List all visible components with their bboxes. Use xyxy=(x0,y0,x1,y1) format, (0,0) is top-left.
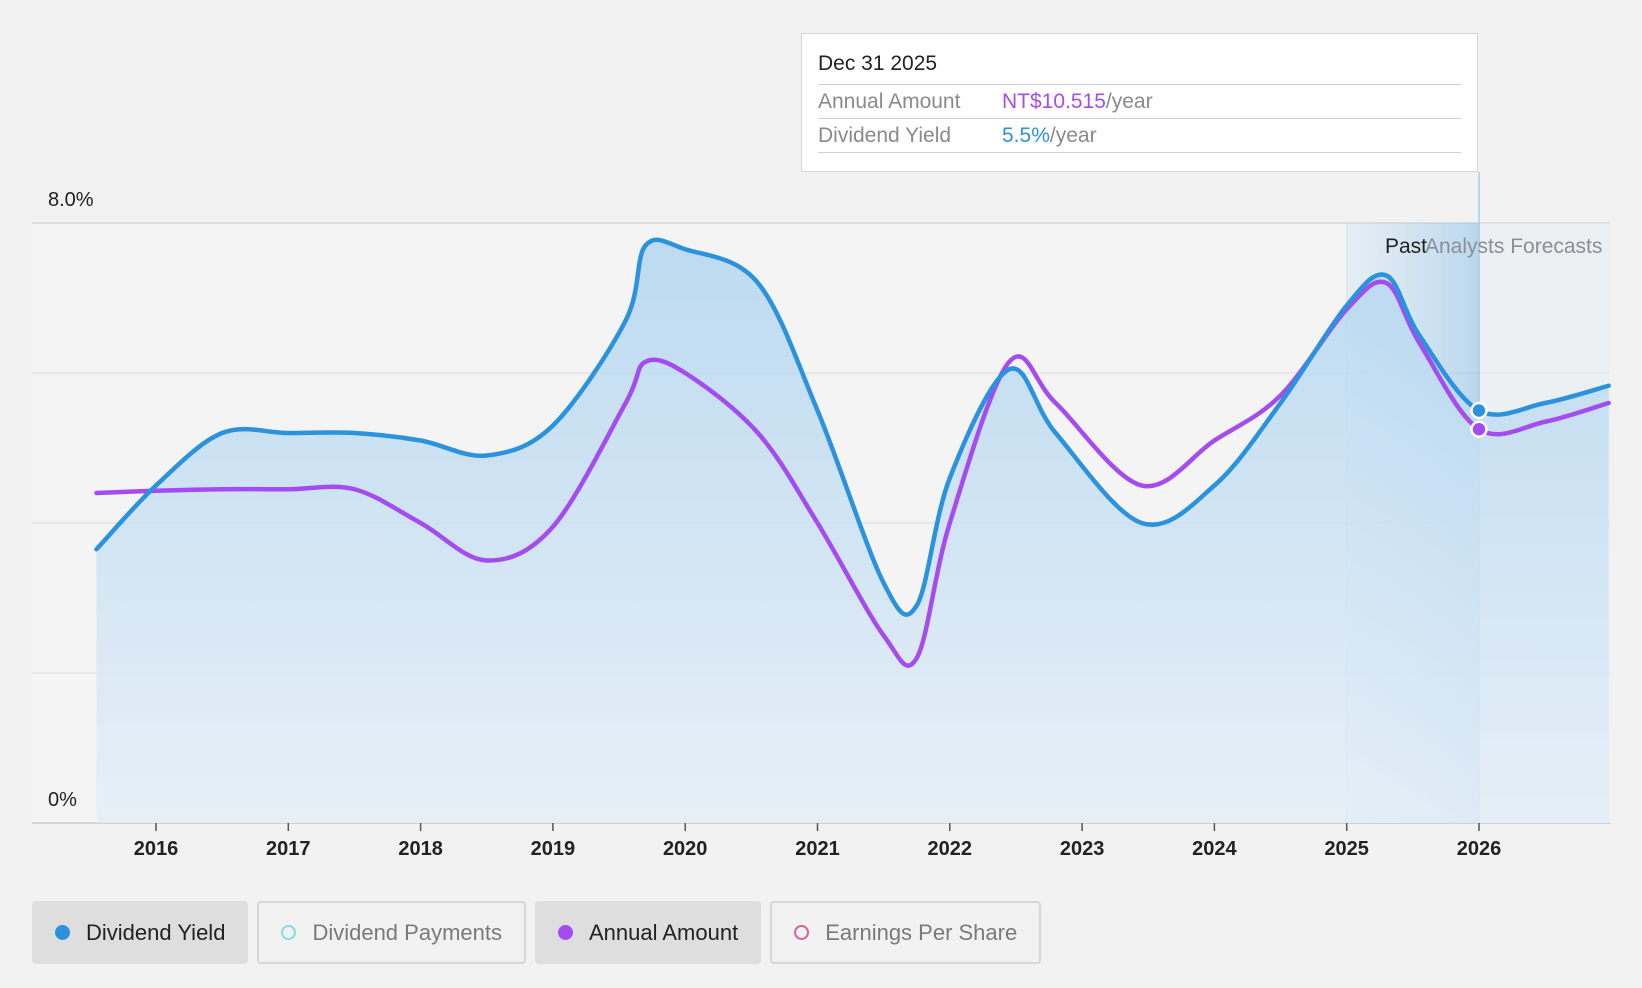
legend-label: Dividend Yield xyxy=(86,919,226,945)
legend-label: Dividend Payments xyxy=(312,919,502,945)
past-label: Past xyxy=(1385,235,1427,258)
yield-area xyxy=(96,239,1609,823)
series-line xyxy=(94,279,1611,668)
series-line xyxy=(94,237,1611,617)
tooltip-suffix: /year xyxy=(1049,124,1097,147)
x-axis: 2016 2017 2018 2019 2020 2021 2022 2023 2024 2025… xyxy=(134,823,1502,860)
legend-label: Annual Amount xyxy=(588,919,739,945)
tooltip: Dec 31 2025 Annual Amount NT$10.515 /yea… xyxy=(801,33,1478,172)
x-tick-label: 2025 xyxy=(1324,838,1369,860)
y-axis: 8.0% 0% xyxy=(48,189,94,811)
legend-dividend-payments-button[interactable]: Dividend Payments xyxy=(257,901,526,964)
dividend-payments-ring-icon xyxy=(281,925,297,940)
annual-amount-dot-icon xyxy=(557,925,573,940)
y-max-label: 8.0% xyxy=(48,189,94,211)
tooltip-value: 5.5% xyxy=(1002,124,1050,147)
highlight-markers xyxy=(1470,401,1488,438)
x-tick-label: 2026 xyxy=(1457,838,1502,860)
tooltip-label: Dividend Yield xyxy=(818,124,952,147)
highlight-point xyxy=(1470,420,1488,438)
legend-annual-amount-button[interactable]: Annual Amount xyxy=(534,901,762,964)
y-min-label: 0% xyxy=(48,789,77,811)
legend-earnings-per-share-button[interactable]: Earnings Per Share xyxy=(770,901,1042,964)
tooltip-row-dividend-yield: Dividend Yield 5.5% /year xyxy=(818,119,1461,153)
series-lines xyxy=(94,237,1611,668)
forecast-label: Analysts Forecasts xyxy=(1425,235,1602,258)
highlight-point xyxy=(1470,401,1488,420)
legend-label: Earnings Per Share xyxy=(825,919,1018,945)
tooltip-row-annual-amount: Annual Amount NT$10.515 /year xyxy=(818,85,1461,119)
x-tick-label: 2022 xyxy=(928,838,973,860)
tooltip-label: Annual Amount xyxy=(818,90,961,113)
tooltip-value: NT$10.515 xyxy=(1002,90,1106,113)
x-tick-label: 2016 xyxy=(134,838,179,860)
x-tick-label: 2020 xyxy=(663,838,708,860)
x-tick-label: 2019 xyxy=(531,838,576,860)
x-tick-label: 2017 xyxy=(266,838,311,860)
x-tick-label: 2024 xyxy=(1192,838,1237,860)
legend-dividend-yield-button[interactable]: Dividend Yield xyxy=(32,901,249,964)
earnings-per-share-ring-icon xyxy=(794,925,810,940)
dividend-yield-dot-icon xyxy=(55,925,70,940)
x-tick-label: 2023 xyxy=(1060,838,1105,860)
tooltip-date: Dec 31 2025 xyxy=(818,34,1461,85)
series-area xyxy=(96,239,1609,823)
legend: Dividend Yield Dividend Payments Annual … xyxy=(32,901,1050,964)
x-tick-label: 2021 xyxy=(795,838,840,860)
tooltip-suffix: /year xyxy=(1105,90,1153,113)
x-tick-label: 2018 xyxy=(398,838,443,860)
